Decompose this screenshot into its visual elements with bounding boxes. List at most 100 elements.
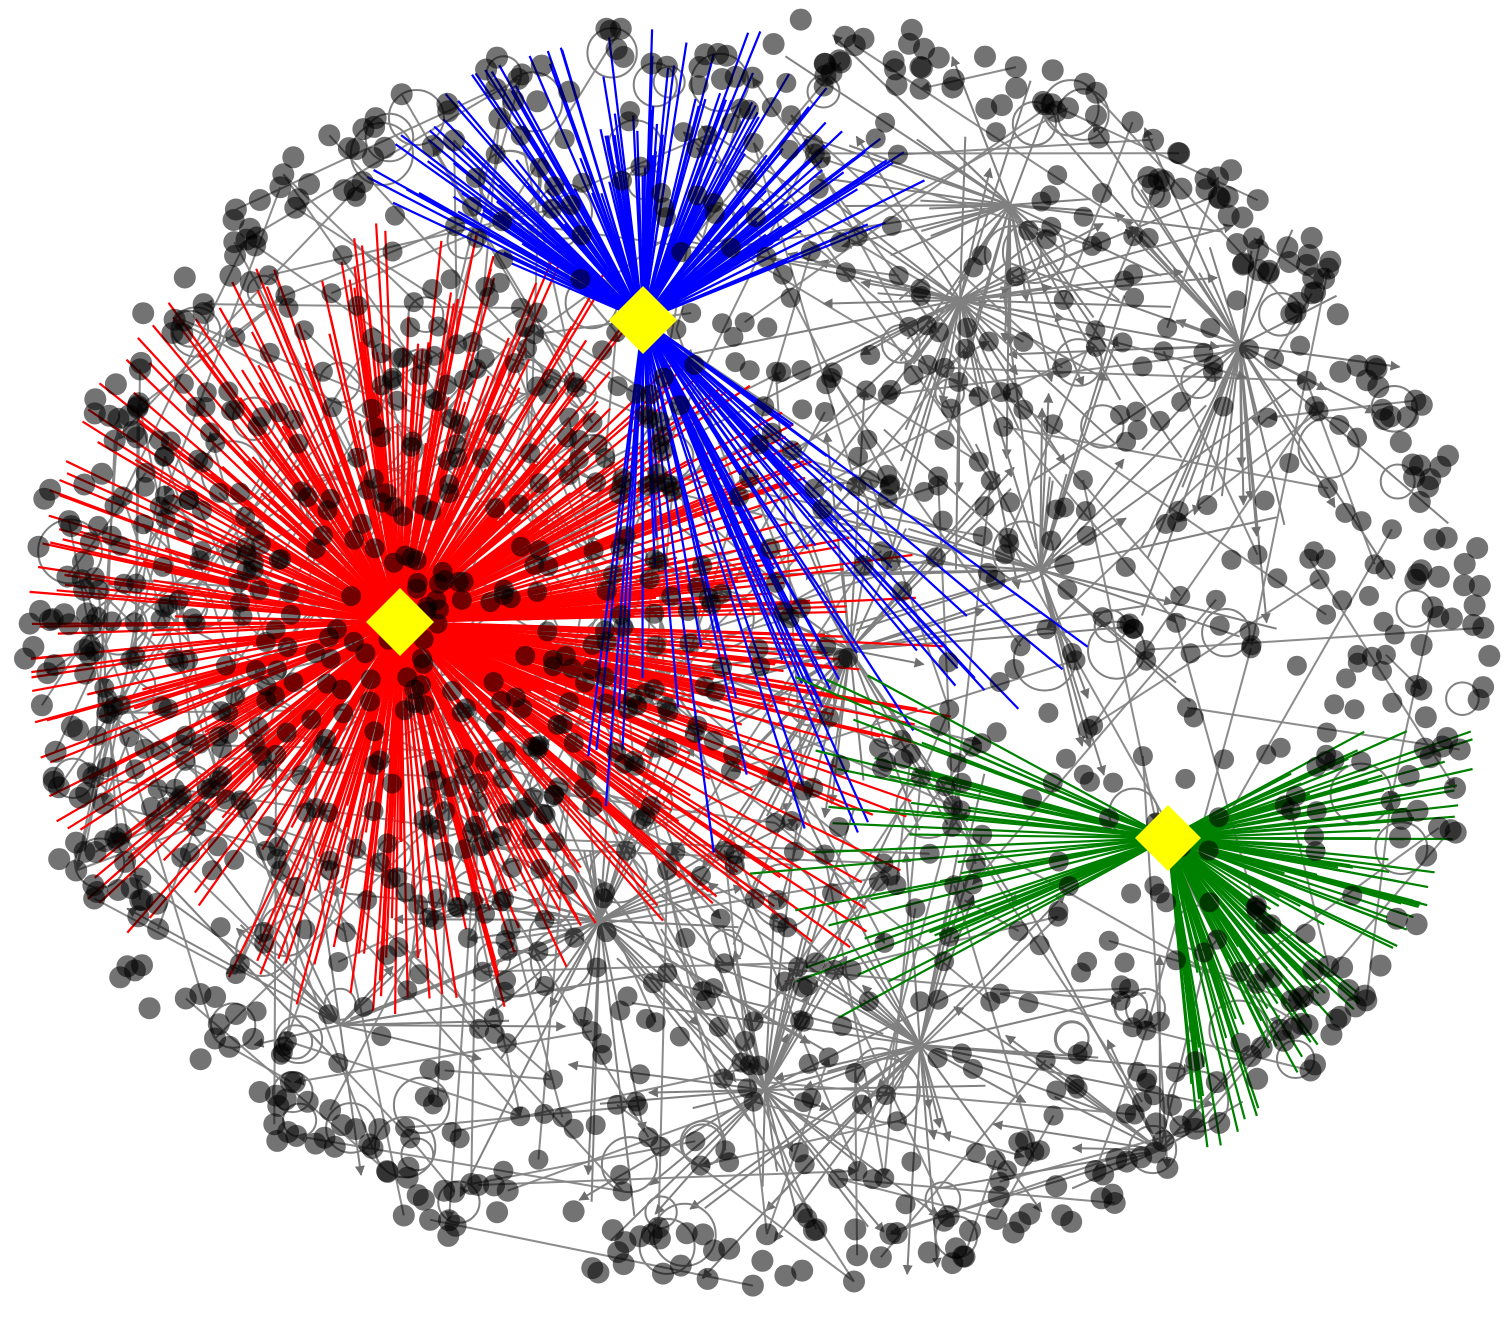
graph-node bbox=[688, 75, 709, 96]
graph-node bbox=[645, 737, 666, 758]
graph-node bbox=[1359, 585, 1379, 606]
graph-node bbox=[946, 752, 967, 773]
graph-node bbox=[517, 338, 537, 359]
graph-node bbox=[572, 1006, 593, 1027]
graph-node bbox=[279, 1070, 302, 1093]
graph-node bbox=[440, 269, 461, 290]
graph-node bbox=[344, 529, 365, 550]
graph-node bbox=[1276, 236, 1299, 259]
graph-edge bbox=[723, 1077, 1135, 1116]
hub-green-edge bbox=[1167, 836, 1342, 872]
graph-node bbox=[1047, 906, 1068, 927]
graph-edge bbox=[814, 173, 1011, 206]
graph-node bbox=[1335, 502, 1356, 523]
graph-node bbox=[39, 478, 62, 501]
graph-node bbox=[127, 905, 150, 928]
graph-node bbox=[1305, 841, 1326, 862]
graph-node bbox=[1351, 511, 1372, 532]
graph-node bbox=[510, 799, 531, 820]
graph-edge bbox=[764, 878, 879, 1091]
graph-node bbox=[541, 368, 562, 389]
graph-node bbox=[436, 374, 457, 395]
graph-node bbox=[555, 646, 576, 666]
hub-blue-edge bbox=[642, 319, 809, 550]
graph-node bbox=[1208, 807, 1229, 828]
graph-edge bbox=[959, 299, 1117, 445]
graph-node bbox=[287, 188, 310, 211]
hub-green-edge bbox=[805, 836, 1169, 969]
graph-node bbox=[581, 1021, 602, 1042]
graph-node bbox=[934, 429, 955, 450]
graph-node bbox=[648, 552, 669, 572]
graph-node bbox=[630, 156, 651, 177]
graph-node bbox=[741, 66, 764, 89]
graph-node bbox=[574, 672, 595, 693]
hub-blue-edge bbox=[642, 319, 817, 547]
graph-node bbox=[1209, 615, 1230, 636]
graph-node bbox=[1381, 519, 1402, 540]
graph-node bbox=[484, 78, 507, 100]
hub-blue-edge bbox=[503, 251, 644, 321]
graph-node bbox=[364, 538, 385, 559]
graph-node bbox=[1241, 638, 1261, 659]
graph-edge bbox=[285, 225, 456, 297]
hub-blue-edge bbox=[642, 319, 739, 524]
graph-node bbox=[705, 681, 726, 702]
graph-node bbox=[857, 429, 878, 450]
graph-edge bbox=[897, 138, 1154, 156]
graph-node bbox=[248, 189, 271, 211]
graph-edge bbox=[1062, 121, 1134, 301]
graph-edge bbox=[1087, 578, 1321, 730]
graph-node bbox=[596, 922, 617, 943]
graph-node bbox=[443, 129, 466, 152]
graph-edge bbox=[1039, 404, 1207, 571]
graph-node bbox=[447, 896, 467, 917]
graph-edge bbox=[599, 802, 793, 921]
graph-edge bbox=[822, 432, 851, 651]
graph-node bbox=[881, 215, 902, 236]
graph-node bbox=[246, 1001, 267, 1022]
hub-blue-edge bbox=[642, 144, 826, 321]
graph-node bbox=[1262, 968, 1283, 989]
graph-node bbox=[1246, 189, 1269, 212]
graph-node bbox=[1274, 795, 1295, 816]
graph-node bbox=[211, 701, 232, 722]
graph-node bbox=[750, 656, 771, 677]
graph-node bbox=[256, 759, 277, 780]
graph-node bbox=[562, 1200, 585, 1223]
graph-node bbox=[638, 1127, 659, 1148]
graph-node bbox=[434, 1060, 455, 1081]
graph-node bbox=[315, 728, 336, 749]
graph-node bbox=[235, 506, 256, 527]
hub-blue-edge bbox=[642, 241, 774, 321]
graph-node bbox=[1200, 318, 1221, 338]
graph-node bbox=[58, 510, 80, 533]
self-loop bbox=[1080, 404, 1125, 449]
graph-node bbox=[1247, 238, 1269, 261]
graph-node bbox=[1073, 206, 1094, 227]
graph-node bbox=[485, 144, 506, 165]
graph-node bbox=[437, 450, 458, 471]
graph-node bbox=[283, 409, 304, 430]
graph-node bbox=[1317, 955, 1340, 978]
graph-node bbox=[679, 633, 700, 653]
self-loop bbox=[392, 1076, 451, 1135]
graph-node bbox=[1478, 644, 1501, 667]
graph-node bbox=[88, 515, 109, 536]
graph-node bbox=[692, 1223, 715, 1246]
graph-node bbox=[882, 50, 905, 73]
graph-node bbox=[929, 715, 950, 736]
graph-node bbox=[743, 132, 764, 153]
graph-node bbox=[480, 592, 501, 613]
graph-node bbox=[1138, 227, 1159, 248]
graph-node bbox=[673, 122, 694, 143]
graph-node bbox=[856, 380, 877, 401]
hub-blue-edge bbox=[641, 319, 715, 853]
graph-node bbox=[317, 673, 337, 694]
graph-node bbox=[154, 446, 174, 467]
graph-node bbox=[1295, 923, 1316, 944]
graph-node bbox=[92, 792, 115, 815]
graph-node bbox=[675, 927, 696, 948]
graph-node bbox=[447, 334, 468, 355]
graph-node bbox=[1336, 668, 1357, 689]
